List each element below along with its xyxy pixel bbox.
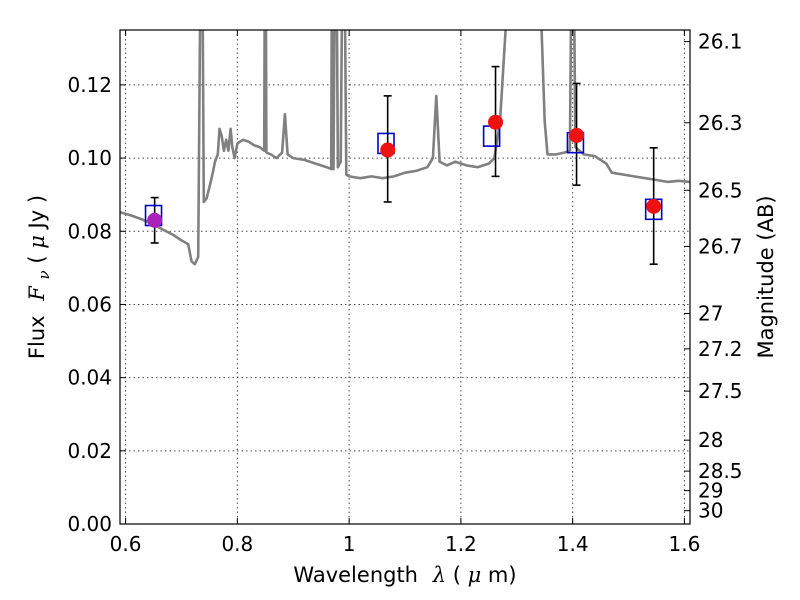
y-tick-label: 0.02 bbox=[67, 439, 112, 463]
y2-tick-label: 27.2 bbox=[698, 337, 743, 361]
y2-axis-label: Magnitude (AB) bbox=[754, 195, 778, 358]
x-tick-label: 1.4 bbox=[557, 532, 589, 556]
x-tick-label: 0.8 bbox=[221, 532, 253, 556]
error-bars bbox=[150, 65, 658, 265]
plot-frame bbox=[119, 29, 691, 525]
y2-tick-label: 28 bbox=[698, 428, 723, 452]
y-tick-label: 0.12 bbox=[67, 73, 112, 97]
y-axis-label-unit-open: ( bbox=[25, 249, 49, 264]
y2-tick-label: 26.3 bbox=[698, 111, 743, 135]
y2-tick-label: 26.7 bbox=[698, 234, 743, 258]
y2-tick-label: 26.5 bbox=[698, 178, 743, 202]
x-axis-label-text: Wavelength bbox=[293, 563, 418, 587]
observed-point bbox=[380, 142, 396, 158]
y-tick-label: 0.00 bbox=[67, 512, 112, 536]
x-axis-label-symbol: λ bbox=[432, 563, 446, 587]
x-axis-ticks: 0.6 0.8 1 1.2 1.4 1.6 bbox=[110, 30, 701, 556]
x-axis-label: Wavelength λ ( μ m) bbox=[293, 563, 516, 587]
y2-tick-label: 27 bbox=[698, 301, 723, 325]
x-axis-label-unit-rest: m) bbox=[488, 563, 517, 587]
x-axis-label-unit-open: ( bbox=[453, 563, 461, 587]
grid bbox=[120, 30, 690, 525]
y-tick-label: 0.06 bbox=[67, 292, 112, 316]
spectrum-line bbox=[120, 30, 690, 266]
x-tick-label: 1 bbox=[343, 532, 356, 556]
y-axis-label: Flux F ν ( μ Jy ) bbox=[25, 195, 54, 359]
y2-tick-label: 27.5 bbox=[698, 379, 743, 403]
y2-tick-label: 30 bbox=[698, 499, 723, 523]
observed-point bbox=[147, 212, 163, 228]
observed-point bbox=[569, 127, 585, 143]
y-axis-label-unit-rest: Jy ) bbox=[25, 195, 49, 231]
y2-tick-label: 26.1 bbox=[698, 30, 743, 54]
y-tick-label: 0.04 bbox=[67, 366, 112, 390]
x-tick-label: 1.6 bbox=[669, 532, 701, 556]
observed-point bbox=[646, 198, 662, 214]
x-tick-label: 0.6 bbox=[110, 532, 142, 556]
observed-point bbox=[488, 114, 504, 130]
y-axis-label-unit-mu: μ bbox=[25, 235, 49, 249]
y2-tick-label: 29 bbox=[698, 479, 723, 503]
y-axis-ticks: 0.00 0.02 0.04 0.06 0.08 0.10 0.12 bbox=[67, 73, 126, 536]
y-axis-label-symbol: F bbox=[25, 285, 49, 302]
y-tick-label: 0.10 bbox=[67, 146, 112, 170]
spectrum-series bbox=[120, 30, 690, 266]
y2-tick-label: 28.5 bbox=[698, 459, 743, 483]
plot-area bbox=[120, 30, 690, 266]
observed-markers bbox=[147, 114, 662, 228]
x-tick-label: 1.2 bbox=[445, 532, 477, 556]
x-axis-label-unit-mu: μ bbox=[468, 563, 482, 587]
y-axis-label-subscript: ν bbox=[35, 270, 53, 279]
y-axis-label-text: Flux bbox=[25, 315, 49, 359]
y-tick-label: 0.08 bbox=[67, 219, 112, 243]
